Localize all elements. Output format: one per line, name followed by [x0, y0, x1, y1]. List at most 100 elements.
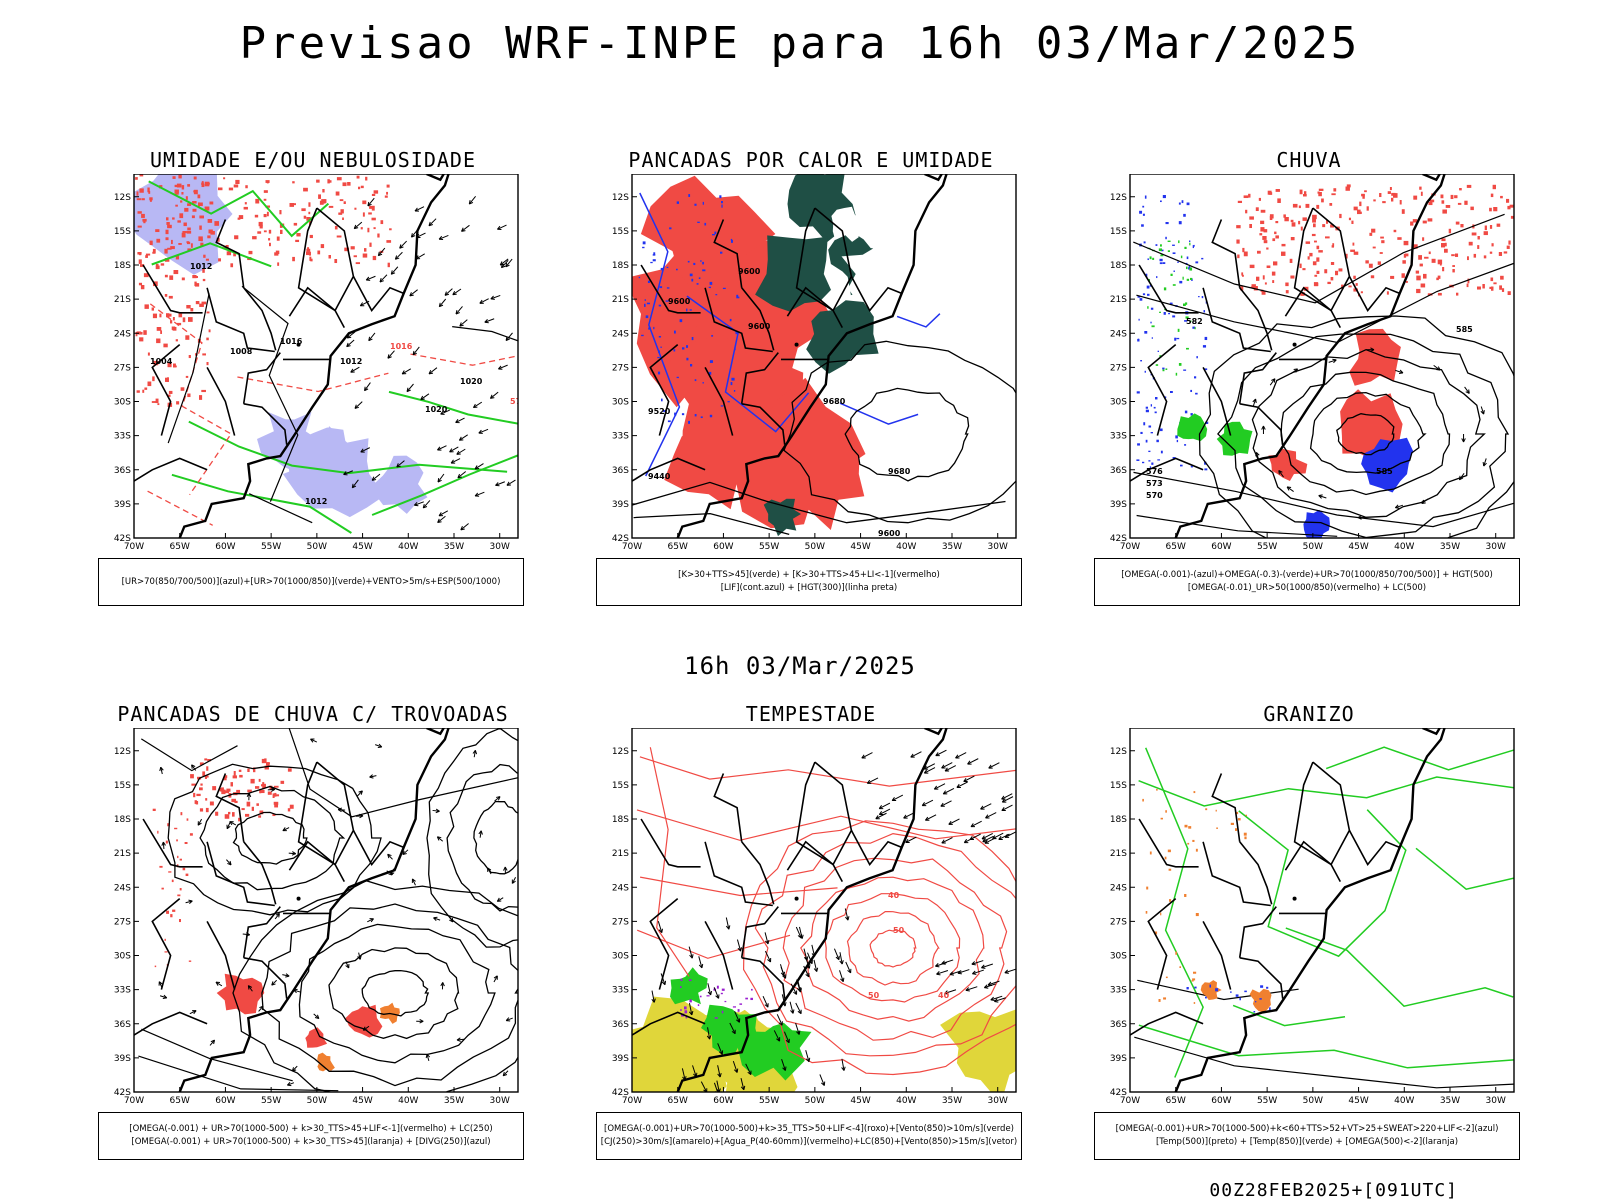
speckle — [150, 241, 153, 245]
speckle — [180, 859, 182, 861]
speckle — [642, 247, 644, 248]
y-tick-label: 12S — [114, 747, 131, 757]
speckle — [1249, 224, 1252, 228]
speckle — [1183, 214, 1186, 217]
speckle — [1321, 199, 1324, 203]
speckle — [1163, 195, 1166, 198]
y-tick-label: 15S — [612, 781, 629, 791]
speckle — [1281, 252, 1285, 256]
speckle — [1236, 240, 1239, 244]
y-tick-label: 39S — [114, 500, 131, 510]
speckle — [1194, 376, 1196, 378]
speckle — [329, 206, 333, 208]
speckle — [1179, 221, 1182, 224]
speckle — [225, 814, 230, 819]
speckle — [229, 188, 233, 191]
speckle — [199, 226, 202, 230]
y-tick-label: 27S — [114, 363, 131, 373]
speckle — [1306, 204, 1310, 208]
speckle — [1423, 221, 1427, 224]
speckle — [1189, 241, 1190, 242]
speckle — [1254, 1011, 1256, 1012]
speckle — [1300, 264, 1302, 268]
speckle — [1196, 356, 1198, 358]
speckle — [1244, 833, 1247, 836]
speckle — [294, 223, 297, 226]
speckle — [1416, 289, 1420, 293]
speckle — [1371, 275, 1374, 278]
speckle — [1241, 272, 1243, 275]
y-tick-label: 15S — [114, 227, 131, 237]
speckle — [1165, 810, 1167, 812]
speckle — [186, 196, 188, 200]
x-tick-label: 55W — [1257, 542, 1277, 552]
speckle — [707, 995, 710, 996]
speckle — [1400, 200, 1402, 204]
speckle — [1291, 220, 1294, 222]
speckle — [680, 1009, 682, 1011]
speckle — [690, 274, 693, 277]
speckle — [1451, 254, 1455, 256]
speckle — [1373, 247, 1376, 249]
speckle — [710, 415, 712, 417]
speckle — [1161, 451, 1163, 454]
x-tick-label: 30W — [988, 1096, 1008, 1106]
speckle — [274, 786, 279, 788]
speckle — [1236, 225, 1240, 228]
y-tick-label: 33S — [114, 432, 131, 442]
speckle — [688, 194, 690, 197]
contour-label: 1020 — [460, 377, 483, 386]
speckle — [1163, 369, 1165, 371]
speckle — [681, 979, 683, 981]
speckle — [1147, 306, 1148, 309]
y-tick-label: 33S — [1110, 432, 1127, 442]
x-tick-label: 50W — [1303, 1096, 1323, 1106]
speckle — [1160, 201, 1162, 203]
speckle — [700, 260, 702, 261]
speckle — [659, 336, 661, 338]
speckle — [274, 803, 278, 808]
contour-label: 585 — [1376, 467, 1393, 476]
speckle — [648, 281, 650, 283]
speckle — [196, 794, 200, 796]
speckle — [1339, 214, 1341, 218]
speckle — [688, 261, 690, 263]
speckle — [1266, 248, 1268, 250]
x-tick-label: 30W — [1486, 1096, 1506, 1106]
y-tick-label: 18S — [1110, 261, 1127, 271]
speckle — [1255, 1001, 1256, 1002]
panel-title: CHUVA — [1094, 148, 1524, 172]
speckle — [1201, 258, 1203, 259]
speckle — [329, 255, 331, 259]
speckle — [193, 793, 195, 797]
speckle — [177, 856, 178, 858]
speckle — [1175, 435, 1178, 438]
speckle — [261, 790, 265, 793]
speckle — [321, 244, 324, 248]
speckle — [195, 800, 197, 804]
x-tick-label: 60W — [215, 1096, 235, 1106]
speckle — [1163, 997, 1166, 999]
speckle — [1416, 276, 1420, 281]
speckle — [1194, 791, 1196, 793]
x-tick-label: 30W — [490, 1096, 510, 1106]
y-tick-label: 39S — [612, 500, 629, 510]
speckle — [710, 282, 713, 285]
speckle — [187, 228, 191, 231]
speckle — [361, 227, 363, 229]
speckle — [731, 378, 734, 381]
speckle — [1455, 254, 1458, 257]
speckle — [700, 996, 702, 998]
speckle — [294, 203, 296, 205]
speckle — [1474, 254, 1476, 258]
speckle — [170, 320, 172, 323]
speckle — [157, 403, 159, 405]
legend-line: [UR>70(850/700/500)](azul)+[UR>70(1000/8… — [99, 576, 523, 589]
y-tick-label: 27S — [1110, 917, 1127, 927]
speckle — [1235, 828, 1237, 831]
x-tick-label: 50W — [805, 542, 825, 552]
speckle — [155, 229, 159, 232]
speckle — [146, 254, 150, 256]
speckle — [264, 199, 267, 201]
